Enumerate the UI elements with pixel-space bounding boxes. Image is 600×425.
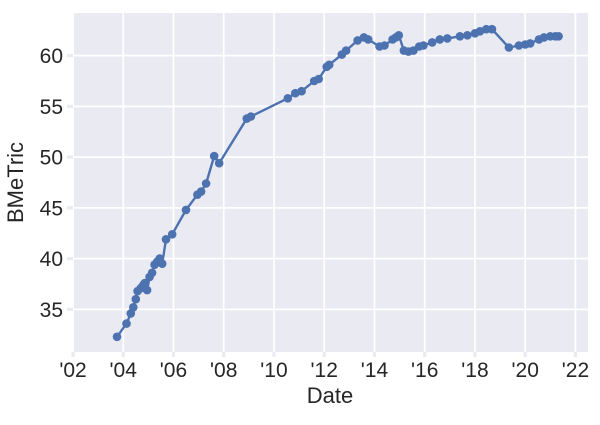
x-tick-mark bbox=[573, 352, 578, 357]
y-tick-label: 50 bbox=[40, 147, 63, 170]
y-tick-mark bbox=[67, 54, 73, 58]
data-point bbox=[380, 41, 389, 50]
y-axis-tick-labels: 35 40 45 50 55 60 bbox=[40, 45, 63, 322]
data-point bbox=[504, 43, 514, 52]
data-point bbox=[283, 94, 293, 103]
data-point bbox=[487, 24, 497, 34]
data-point bbox=[341, 46, 351, 55]
data-point bbox=[129, 303, 138, 312]
gridlines bbox=[72, 13, 588, 352]
y-axis-label: BMeTric bbox=[3, 142, 28, 223]
data-point bbox=[419, 41, 428, 50]
x-tick-mark bbox=[121, 352, 125, 357]
data-point bbox=[122, 319, 131, 328]
x-tick-mark bbox=[423, 352, 427, 357]
data-point bbox=[314, 74, 324, 84]
x-tick-mark bbox=[523, 352, 527, 357]
x-tick-mark bbox=[222, 352, 226, 357]
y-tick-mark bbox=[67, 307, 73, 311]
x-tick-mark bbox=[473, 352, 477, 357]
data-point bbox=[427, 38, 437, 47]
x-tick-mark bbox=[372, 352, 377, 357]
data-point bbox=[201, 179, 211, 188]
data-point bbox=[363, 35, 373, 44]
y-tick-label: 35 bbox=[40, 299, 63, 322]
x-tick-mark bbox=[71, 352, 75, 357]
data-point bbox=[167, 230, 177, 239]
x-tick-label: '02 bbox=[59, 359, 86, 382]
y-tick-mark bbox=[67, 206, 73, 210]
data-point bbox=[147, 268, 157, 278]
data-point bbox=[209, 151, 219, 161]
y-tick-label: 45 bbox=[40, 197, 63, 220]
x-tick-mark bbox=[322, 352, 326, 357]
x-axis-tick-labels: '02 '04 '06 '08 '10 '12 '14 '16 '18 '20 '22 bbox=[59, 359, 589, 382]
data-point bbox=[435, 35, 445, 44]
x-tick-label: '20 bbox=[512, 359, 539, 382]
y-tick-mark bbox=[67, 104, 73, 108]
data-point bbox=[324, 60, 334, 70]
x-tick-mark bbox=[272, 352, 276, 357]
data-point bbox=[112, 332, 122, 342]
data-point bbox=[394, 31, 404, 40]
x-tick-label: '12 bbox=[311, 359, 338, 382]
data-point bbox=[463, 31, 472, 40]
x-axis-label: Date bbox=[307, 383, 353, 408]
x-tick-label: '14 bbox=[361, 359, 389, 382]
data-point bbox=[514, 41, 524, 50]
y-tick-label: 55 bbox=[40, 96, 63, 119]
x-tick-label: '10 bbox=[260, 359, 287, 382]
data-point bbox=[554, 32, 563, 41]
plot-area bbox=[73, 13, 588, 352]
y-tick-label: 40 bbox=[40, 248, 63, 271]
data-point bbox=[214, 158, 224, 168]
y-tick-mark bbox=[67, 257, 73, 261]
data-series bbox=[112, 24, 563, 342]
x-tick-label: '04 bbox=[110, 359, 138, 382]
data-point bbox=[131, 294, 141, 304]
data-point bbox=[140, 278, 150, 288]
y-tick-mark bbox=[67, 155, 73, 159]
data-point bbox=[142, 285, 152, 295]
x-tick-label: '18 bbox=[461, 359, 488, 382]
data-point bbox=[443, 34, 452, 43]
data-point bbox=[157, 259, 167, 269]
data-point bbox=[297, 86, 306, 96]
tick-marks bbox=[67, 54, 578, 357]
data-point bbox=[455, 32, 465, 41]
x-tick-mark bbox=[171, 352, 176, 357]
x-tick-label: '22 bbox=[562, 359, 589, 382]
data-point bbox=[161, 235, 171, 244]
y-tick-label: 60 bbox=[40, 45, 63, 68]
x-tick-label: '06 bbox=[160, 359, 187, 382]
data-point bbox=[181, 205, 191, 215]
data-point bbox=[246, 112, 256, 121]
x-tick-label: '08 bbox=[210, 359, 237, 382]
data-point bbox=[525, 39, 535, 48]
data-point bbox=[196, 187, 206, 196]
x-tick-label: '16 bbox=[411, 359, 438, 382]
